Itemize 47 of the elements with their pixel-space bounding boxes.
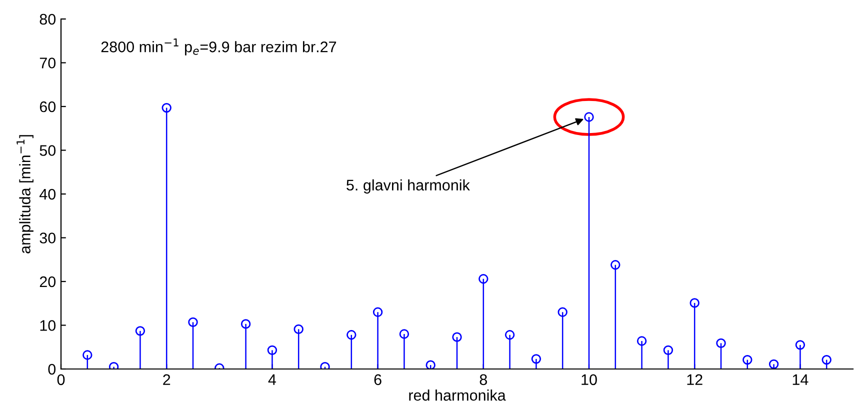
x-tick-label: 4	[268, 374, 276, 385]
point	[372, 307, 383, 317]
y-tick-label: 70	[40, 58, 56, 68]
point	[716, 338, 726, 348]
y-tick-label: 40	[40, 188, 56, 200]
annotation: 2800 min$^{−1}$ p$_{e}$=9.9 bar rezim br.27	[101, 38, 336, 56]
point	[558, 307, 568, 317]
point	[690, 298, 700, 308]
y-tick-label: 0	[48, 364, 56, 375]
y-axis-title: amplituda [min$^{−1}$]	[16, 135, 34, 254]
point	[267, 345, 278, 356]
x-axis-title: red harmonika	[409, 389, 506, 401]
x-tick-label: 14	[792, 374, 808, 385]
point	[795, 340, 806, 350]
x-tick-label: 2	[163, 374, 170, 385]
point	[399, 329, 410, 339]
y-tick-label: 60	[40, 101, 56, 112]
point	[426, 360, 436, 369]
y-tick-label: 30	[40, 232, 56, 244]
x-tick-label: 8	[480, 374, 487, 386]
x-tick-label: 6	[374, 374, 382, 386]
y-tick-label: 10	[40, 320, 56, 331]
point	[452, 332, 462, 342]
point	[531, 354, 542, 364]
x-tick-label: 0	[57, 374, 65, 386]
point	[584, 112, 594, 122]
point	[663, 345, 674, 356]
point	[768, 359, 779, 369]
point	[742, 354, 752, 365]
annotation: 5. glavni harmonik	[346, 179, 470, 194]
point	[610, 260, 620, 270]
y-tick-label: 50	[40, 145, 56, 156]
y-tick-label: 80	[40, 14, 56, 25]
y-tick-label: 20	[40, 276, 56, 288]
point	[478, 274, 488, 284]
x-tick-label: 10	[582, 374, 597, 386]
point	[188, 317, 198, 328]
point	[240, 319, 251, 329]
point	[504, 330, 515, 340]
point	[162, 102, 172, 113]
point	[346, 330, 356, 340]
point	[135, 326, 146, 336]
point	[822, 354, 832, 365]
point	[636, 336, 647, 346]
point	[294, 324, 304, 334]
x-tick-label: 12	[687, 374, 702, 385]
point	[82, 350, 92, 360]
